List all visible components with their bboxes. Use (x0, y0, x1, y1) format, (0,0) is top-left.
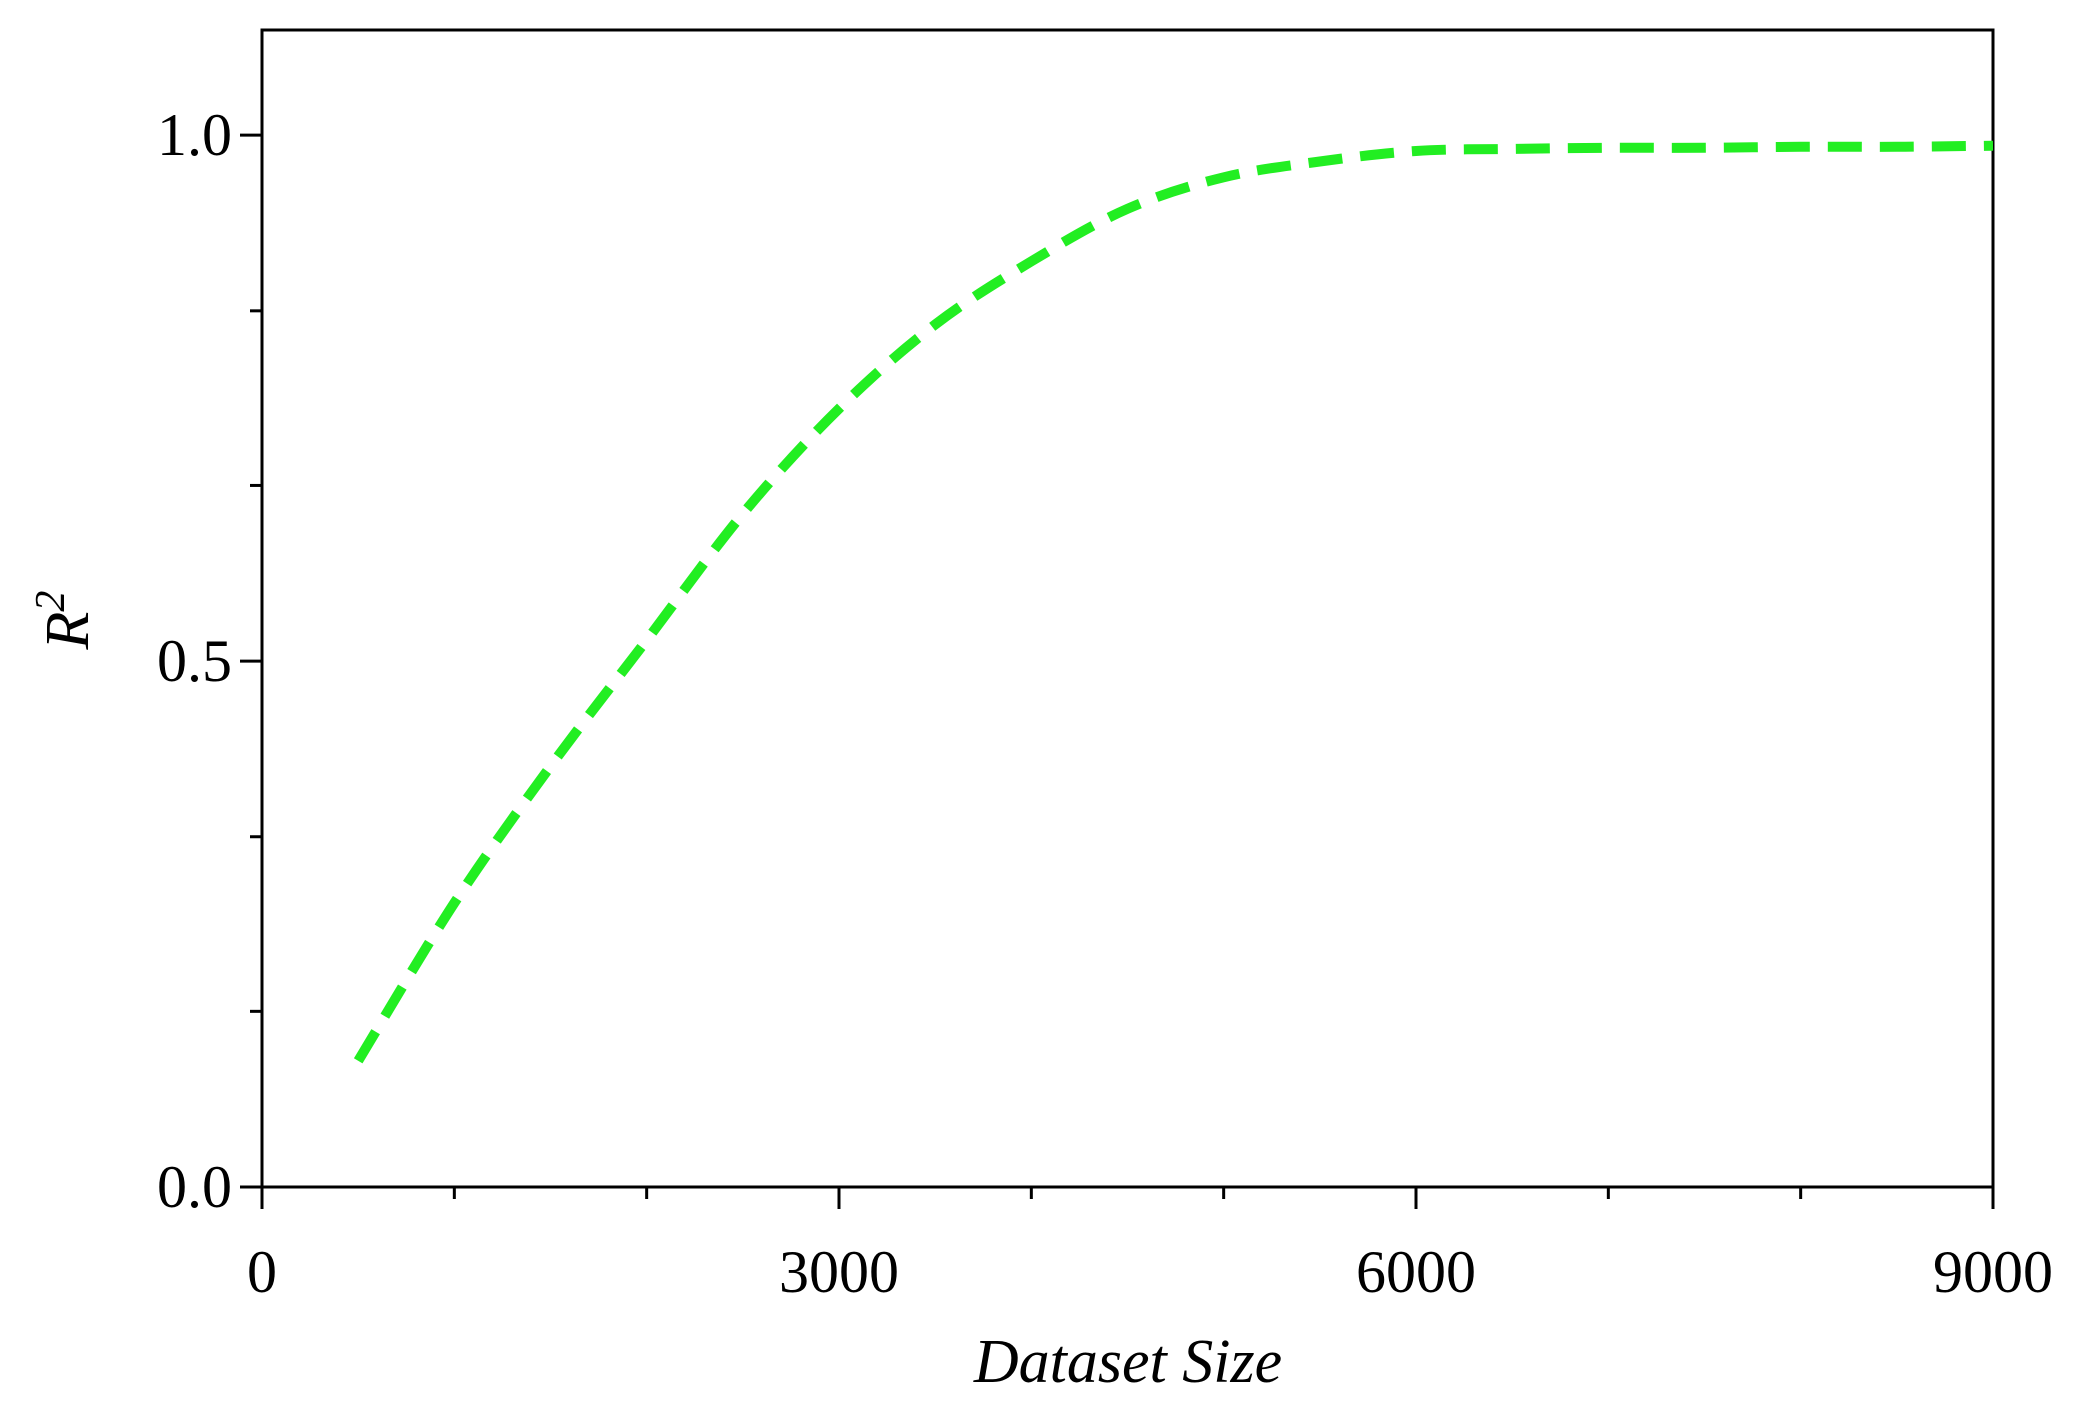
x-axis-title: Dataset Size (973, 1328, 1282, 1396)
plot-frame (260, 28, 1995, 1189)
y-axis-title-superscript: 2 (28, 591, 74, 612)
x-tick-label: 0 (247, 1239, 277, 1305)
x-tick-label: 9000 (1933, 1239, 2053, 1305)
y-tick-label: 0.0 (157, 1154, 232, 1220)
series-layer (353, 140, 1994, 1064)
y-tick-label: 1.0 (157, 102, 232, 168)
x-tick-label: 6000 (1356, 1239, 1476, 1305)
y-tick-label: 0.5 (157, 628, 232, 694)
x-tick-label: 3000 (779, 1239, 899, 1305)
y-axis-title: R2 (28, 591, 102, 651)
axis-tick-labels: 0 3000 6000 9000 0.0 0.5 1.0 (157, 102, 2053, 1305)
y-axis-title-base: R (34, 612, 102, 651)
plot-border (260, 28, 1995, 1189)
series-line (353, 140, 1994, 1064)
axis-ticks (240, 133, 1995, 1209)
